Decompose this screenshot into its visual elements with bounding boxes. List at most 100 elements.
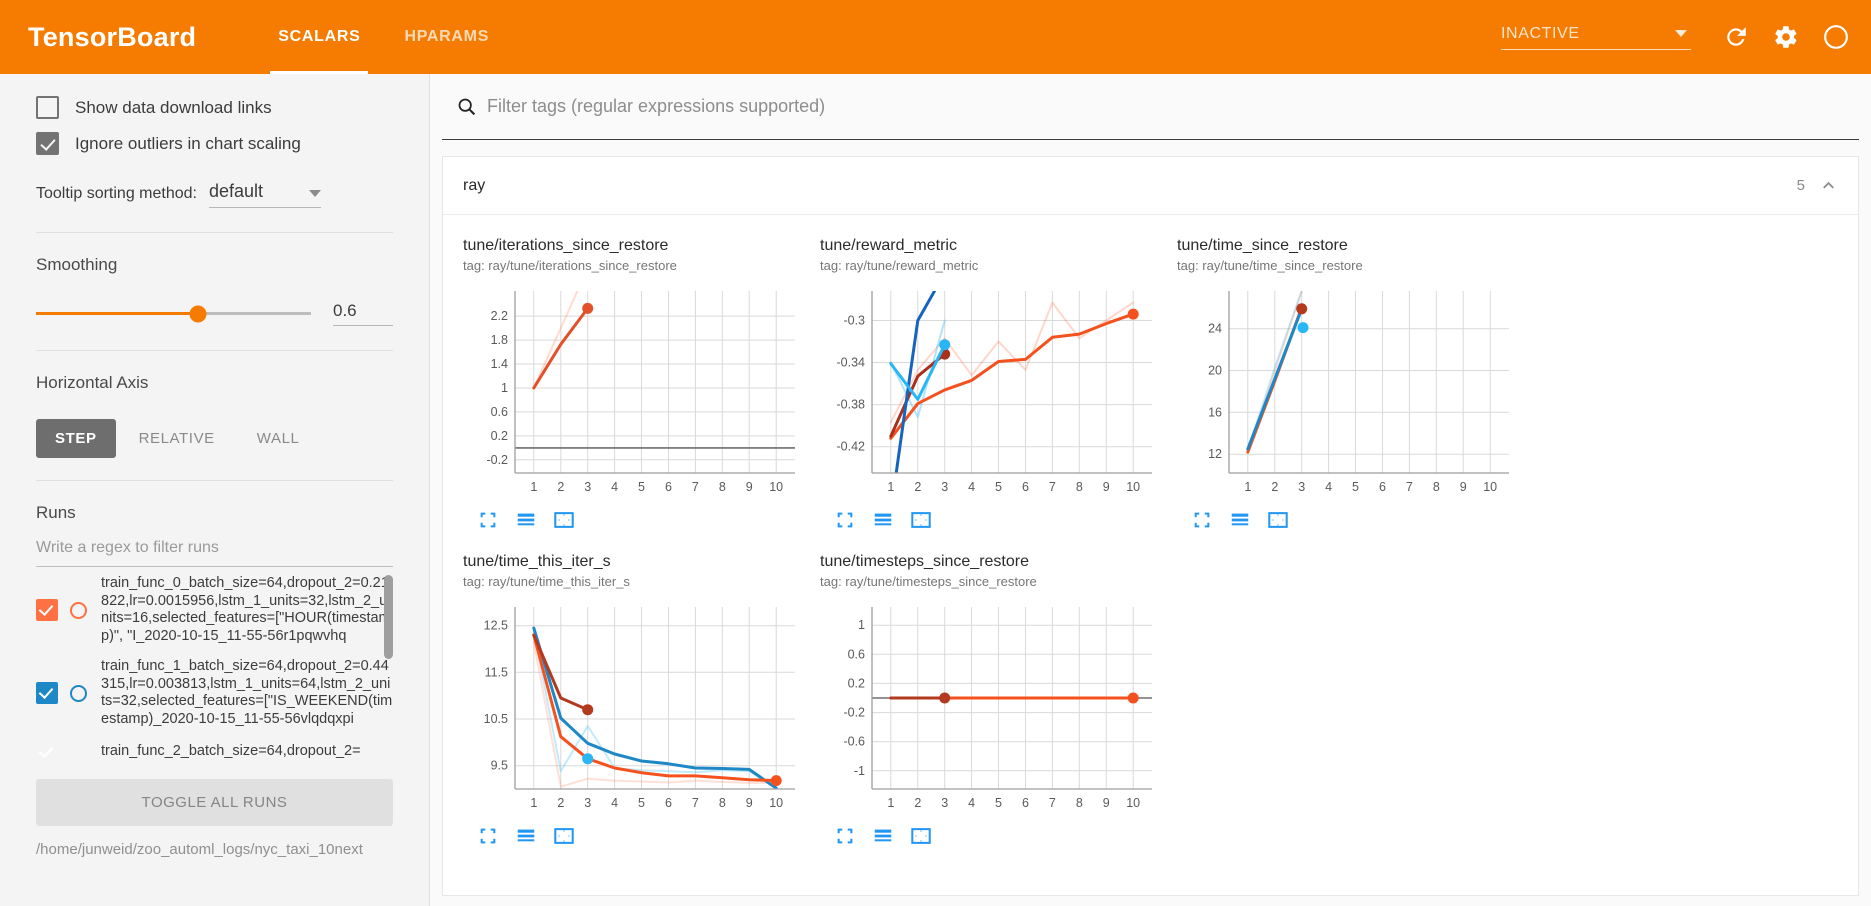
fit-domain-icon[interactable] bbox=[1267, 509, 1289, 531]
expand-icon[interactable] bbox=[834, 509, 856, 531]
chevron-down-icon bbox=[1675, 29, 1687, 37]
chart-plot[interactable]: 9.5 10.5 11.5 12.5 1 2 3 4 5 6 7 8 9 10 bbox=[463, 597, 803, 819]
chart-plot[interactable]: -0.2 0.2 0.6 1 1.4 1.8 2.2 1 2 3 4 5 6 7 8 9 10 bbox=[463, 281, 803, 503]
chart-card: tune/timesteps_since_restore tag: ray/tun… bbox=[820, 553, 1165, 847]
run-color-radio[interactable] bbox=[70, 744, 87, 761]
tag-group-header[interactable]: ray 5 bbox=[443, 157, 1858, 215]
chart-actions bbox=[463, 825, 808, 847]
svg-text:-0.42: -0.42 bbox=[837, 440, 866, 454]
smoothing-slider-fill bbox=[36, 312, 199, 315]
tag-filter-row[interactable]: Filter tags (regular expressions support… bbox=[442, 74, 1859, 140]
runs-filter-input[interactable]: Write a regex to filter runs bbox=[36, 537, 393, 567]
svg-text:2: 2 bbox=[557, 480, 564, 494]
axis-option-wall[interactable]: WALL bbox=[256, 430, 300, 447]
runs-scrollbar[interactable] bbox=[384, 575, 393, 659]
svg-text:5: 5 bbox=[995, 480, 1002, 494]
tooltip-sorting-select[interactable]: default bbox=[208, 181, 321, 208]
chart-plot[interactable]: 12 16 20 24 1 2 3 4 5 6 7 8 9 10 bbox=[1177, 281, 1517, 503]
svg-text:24: 24 bbox=[1208, 322, 1222, 336]
help-button[interactable] bbox=[1813, 14, 1859, 60]
app-title: TensorBoard bbox=[28, 21, 197, 52]
run-checkbox[interactable] bbox=[36, 682, 58, 704]
expand-icon[interactable] bbox=[477, 509, 499, 531]
expand-icon[interactable] bbox=[834, 825, 856, 847]
svg-text:12.5: 12.5 bbox=[484, 619, 508, 633]
refresh-icon bbox=[1727, 27, 1746, 46]
checkbox-show-data-download-links[interactable]: Show data download links bbox=[36, 96, 393, 119]
svg-text:12: 12 bbox=[1208, 447, 1222, 461]
chart-actions bbox=[820, 509, 1165, 531]
svg-text:9: 9 bbox=[1103, 796, 1110, 810]
refresh-button[interactable] bbox=[1713, 14, 1759, 60]
fit-domain-icon[interactable] bbox=[910, 509, 932, 531]
svg-text:0.6: 0.6 bbox=[848, 647, 865, 661]
tag-group-count: 5 bbox=[1796, 177, 1805, 194]
tooltip-sorting-label: Tooltip sorting method: bbox=[36, 185, 197, 202]
run-color-radio[interactable] bbox=[70, 684, 87, 702]
svg-text:10.5: 10.5 bbox=[484, 712, 508, 726]
svg-text:10: 10 bbox=[769, 796, 783, 810]
smoothing-slider-knob[interactable] bbox=[189, 305, 207, 322]
data-series-icon[interactable] bbox=[515, 509, 537, 531]
run-checkbox[interactable] bbox=[36, 741, 58, 763]
svg-text:1: 1 bbox=[1244, 480, 1251, 494]
svg-text:3: 3 bbox=[941, 796, 948, 810]
svg-text:8: 8 bbox=[1433, 480, 1440, 494]
data-series-icon[interactable] bbox=[872, 825, 894, 847]
runs-list[interactable]: train_func_0_batch_size=64,dropout_2=0.2… bbox=[36, 575, 393, 771]
fit-domain-icon[interactable] bbox=[553, 509, 575, 531]
list-item[interactable]: train_func_1_batch_size=64,dropout_2=0.4… bbox=[36, 658, 393, 728]
svg-text:9: 9 bbox=[1460, 480, 1467, 494]
svg-text:10: 10 bbox=[1126, 796, 1140, 810]
chevron-up-icon[interactable] bbox=[1819, 176, 1838, 195]
data-series-icon[interactable] bbox=[515, 825, 537, 847]
search-icon bbox=[456, 96, 477, 117]
top-app-bar: TensorBoard SCALARS HPARAMS INACTIVE bbox=[0, 0, 1871, 74]
settings-button[interactable] bbox=[1763, 14, 1809, 60]
svg-text:4: 4 bbox=[611, 796, 618, 810]
chart-plot[interactable]: -1 -0.6 -0.2 0.2 0.6 1 1 2 3 4 5 6 7 8 9 10 bbox=[820, 597, 1160, 819]
tooltip-sorting-row: Tooltip sorting method: default bbox=[36, 181, 393, 208]
divider bbox=[36, 350, 393, 351]
svg-text:3: 3 bbox=[584, 480, 591, 494]
run-color-radio[interactable] bbox=[70, 601, 87, 619]
fit-domain-icon[interactable] bbox=[910, 825, 932, 847]
checkbox-ignore-outliers[interactable]: Ignore outliers in chart scaling bbox=[36, 132, 393, 155]
svg-text:-0.38: -0.38 bbox=[837, 398, 866, 412]
tab-scalars[interactable]: SCALARS bbox=[256, 0, 382, 74]
chart-actions bbox=[820, 825, 1165, 847]
run-status-dropdown[interactable]: INACTIVE bbox=[1501, 25, 1691, 50]
chart-plot[interactable]: -0.42 -0.38 -0.34 -0.3 1 2 3 4 5 6 7 8 9 10 bbox=[820, 281, 1160, 503]
tag-filter-input[interactable]: Filter tags (regular expressions support… bbox=[487, 96, 826, 116]
svg-text:16: 16 bbox=[1208, 405, 1222, 419]
chart-title: tune/time_this_iter_s bbox=[463, 553, 611, 570]
toggle-all-runs-button[interactable]: TOGGLE ALL RUNS bbox=[36, 779, 393, 826]
axis-option-step[interactable]: STEP bbox=[36, 419, 116, 458]
svg-text:7: 7 bbox=[692, 480, 699, 494]
expand-icon[interactable] bbox=[1191, 509, 1213, 531]
data-series-icon[interactable] bbox=[872, 509, 894, 531]
checkbox-box bbox=[36, 96, 59, 119]
svg-text:1: 1 bbox=[501, 381, 508, 395]
tag-group-ray: ray 5 tune/iterations_since_restore tag: … bbox=[442, 156, 1859, 896]
smoothing-slider[interactable] bbox=[36, 305, 311, 322]
svg-text:-0.2: -0.2 bbox=[486, 453, 508, 467]
list-item[interactable]: train_func_0_batch_size=64,dropout_2=0.2… bbox=[36, 575, 393, 645]
chart-title: tune/reward_metric bbox=[820, 237, 957, 254]
fit-domain-icon[interactable] bbox=[553, 825, 575, 847]
svg-text:6: 6 bbox=[1022, 480, 1029, 494]
svg-text:6: 6 bbox=[1379, 480, 1386, 494]
list-item[interactable]: train_func_2_batch_size=64,dropout_2= bbox=[36, 741, 393, 763]
axis-option-relative[interactable]: RELATIVE bbox=[138, 430, 215, 447]
runs-title: Runs bbox=[36, 503, 76, 522]
svg-text:9: 9 bbox=[746, 480, 753, 494]
svg-text:1: 1 bbox=[887, 480, 894, 494]
expand-icon[interactable] bbox=[477, 825, 499, 847]
run-checkbox[interactable] bbox=[36, 599, 58, 621]
tab-hparams[interactable]: HPARAMS bbox=[404, 28, 490, 45]
svg-text:9: 9 bbox=[746, 796, 753, 810]
svg-text:4: 4 bbox=[968, 480, 975, 494]
data-series-icon[interactable] bbox=[1229, 509, 1251, 531]
svg-text:1.4: 1.4 bbox=[491, 357, 508, 371]
smoothing-value-input[interactable]: 0.6 bbox=[333, 301, 393, 326]
